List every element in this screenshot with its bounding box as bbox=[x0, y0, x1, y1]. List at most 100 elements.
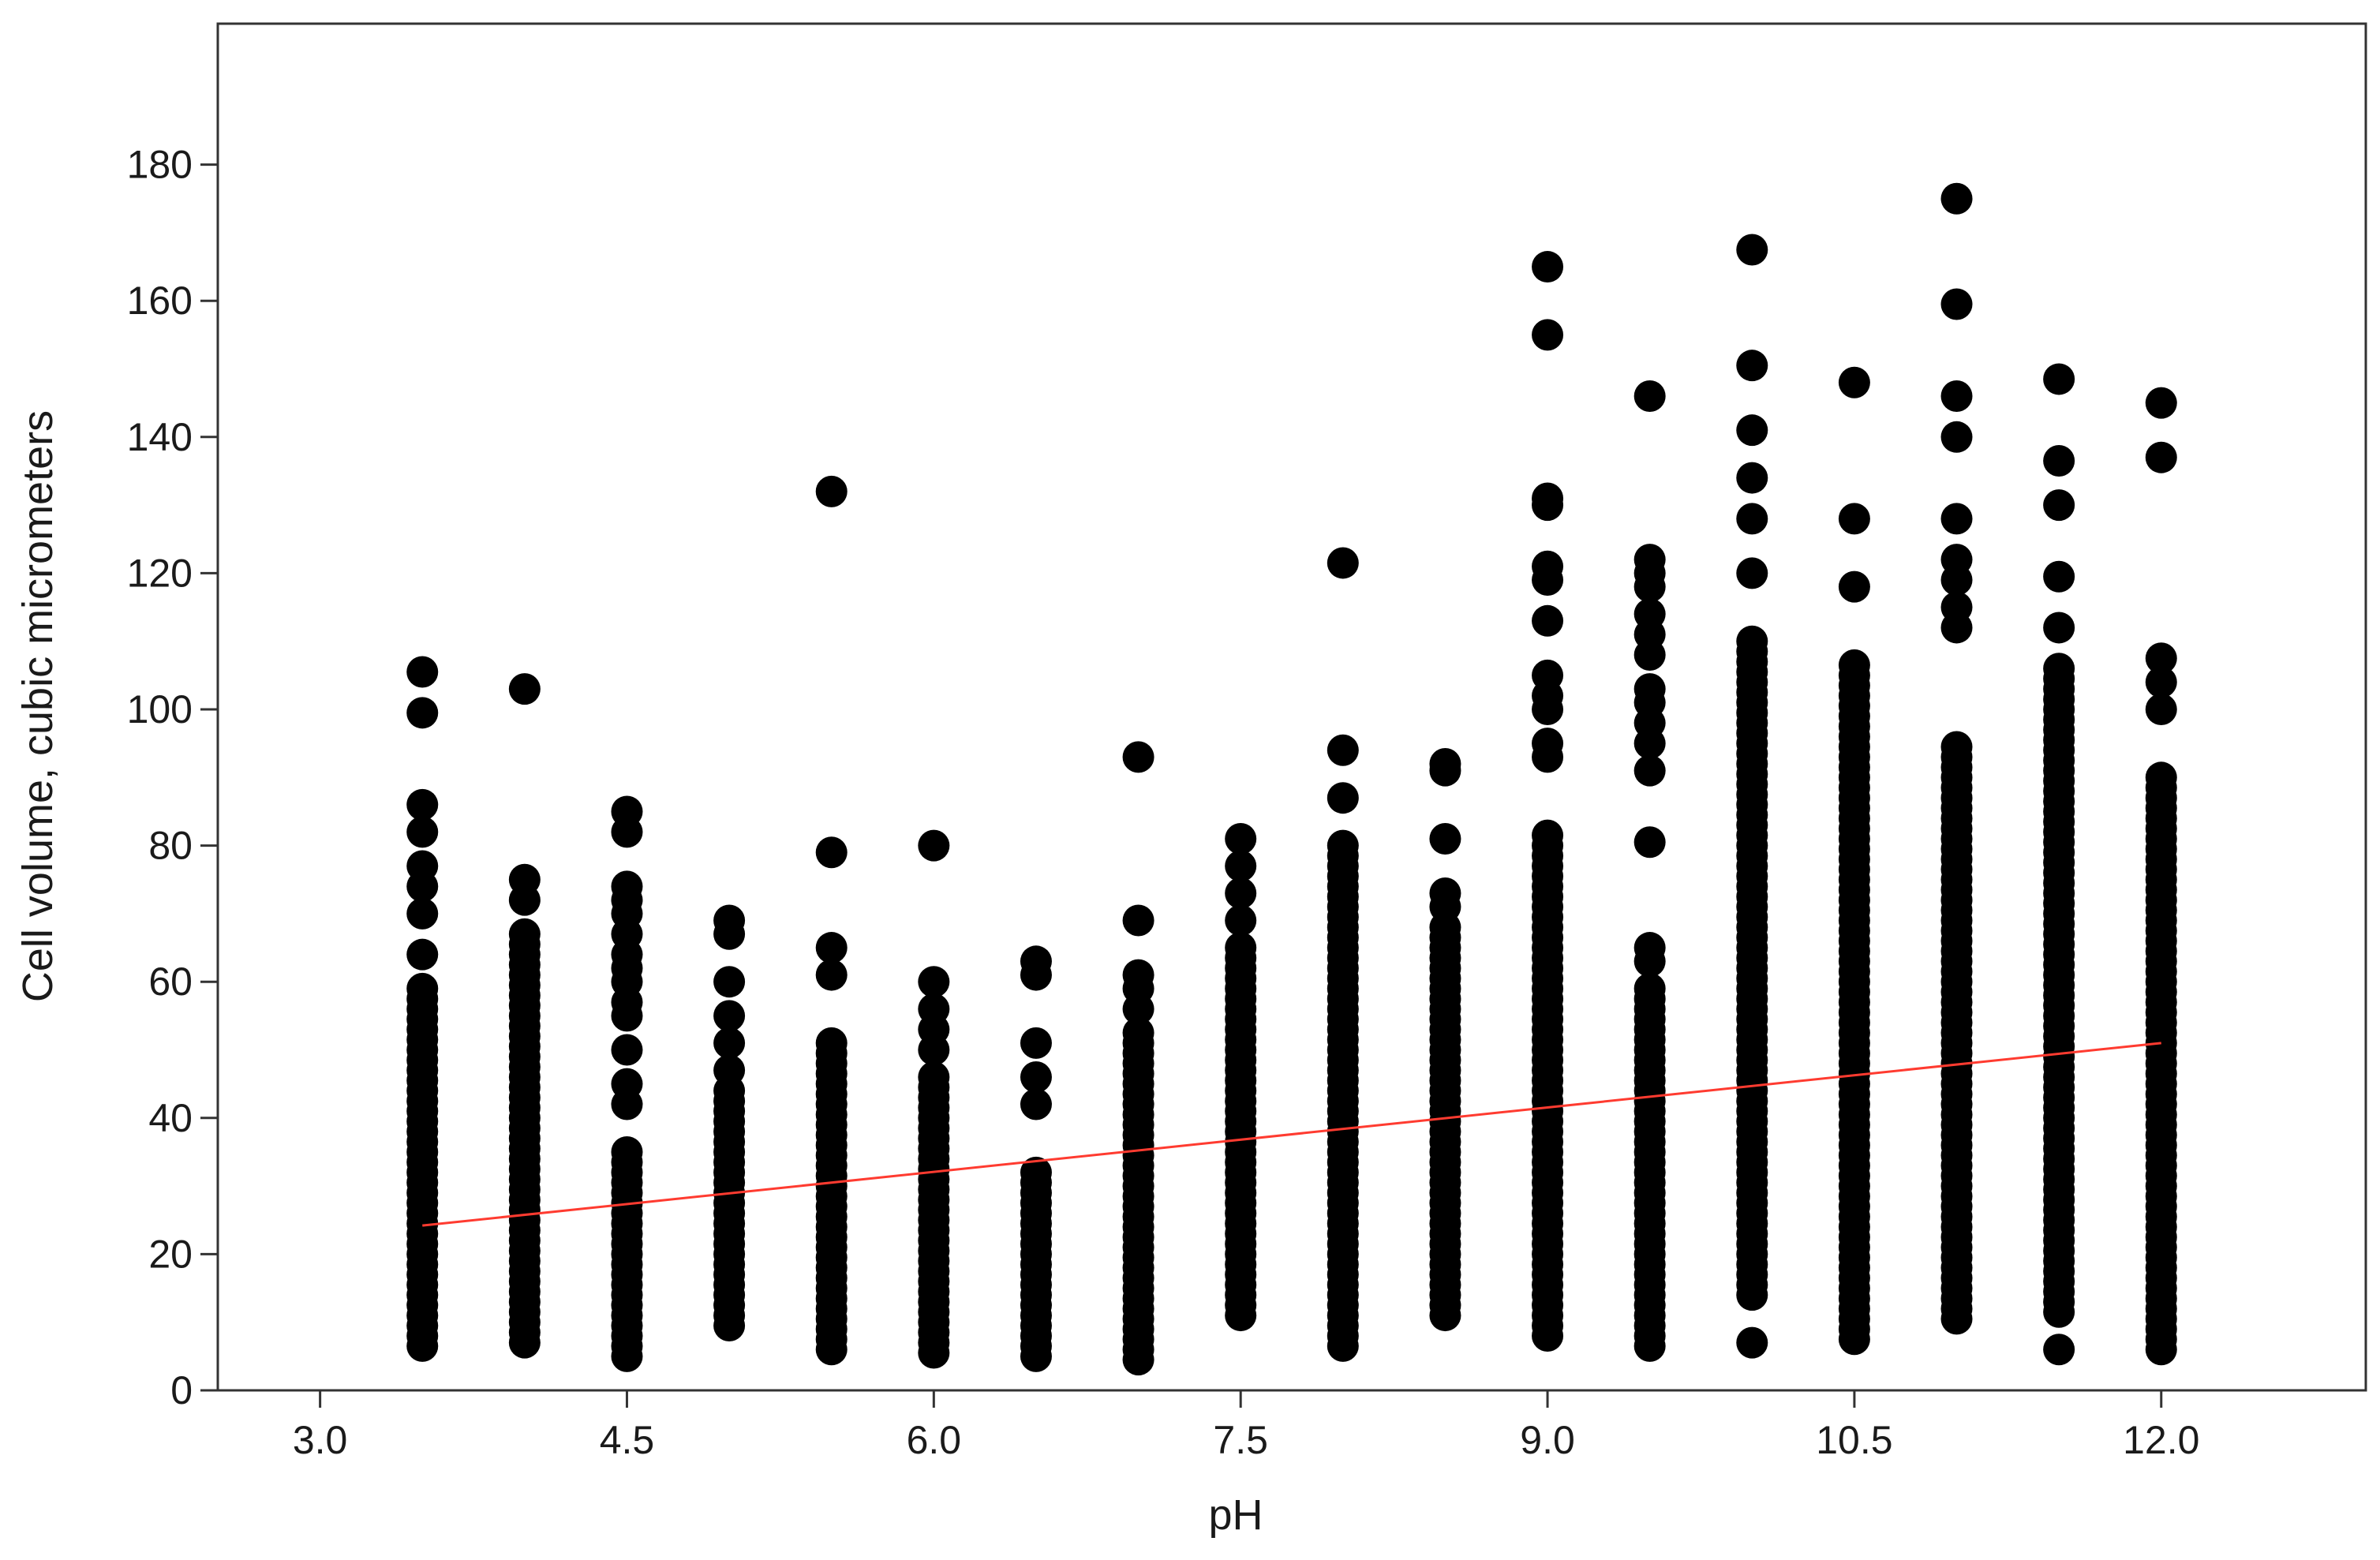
y-axis: 0 20 40 60 80 100 120 140 160 180 bbox=[127, 143, 218, 1412]
data-point bbox=[611, 1135, 643, 1168]
y-tick-label: 20 bbox=[148, 1232, 193, 1276]
data-point bbox=[1327, 782, 1359, 814]
data-point bbox=[1532, 319, 1564, 351]
data-point bbox=[1429, 877, 1461, 910]
data-point bbox=[1122, 741, 1154, 773]
data-point bbox=[1327, 547, 1359, 579]
data-point bbox=[2043, 445, 2075, 477]
regression-line-group bbox=[422, 1042, 2161, 1227]
x-tick-label: 7.5 bbox=[1213, 1418, 1268, 1462]
data-point bbox=[406, 788, 439, 821]
data-point bbox=[713, 1000, 746, 1032]
data-point bbox=[1532, 550, 1564, 582]
data-point bbox=[1838, 366, 1870, 398]
data-point bbox=[1633, 972, 1666, 1004]
data-point bbox=[1940, 731, 1973, 763]
x-tick-label: 3.0 bbox=[293, 1418, 348, 1462]
data-points bbox=[406, 182, 2177, 1376]
data-point bbox=[2145, 694, 2177, 725]
data-point bbox=[1838, 571, 1870, 603]
y-tick-label: 120 bbox=[127, 551, 193, 595]
data-point bbox=[2043, 560, 2075, 593]
x-axis-title: pH bbox=[1208, 1491, 1263, 1539]
data-point bbox=[1020, 1156, 1052, 1188]
data-point bbox=[1532, 728, 1564, 760]
data-point bbox=[1736, 414, 1768, 447]
data-point bbox=[1838, 503, 1870, 535]
data-point bbox=[2145, 642, 2177, 675]
x-tick-label: 4.5 bbox=[600, 1418, 655, 1462]
data-point bbox=[1020, 1027, 1052, 1059]
data-point bbox=[1225, 904, 1257, 937]
data-point bbox=[1429, 748, 1461, 780]
data-point bbox=[1225, 850, 1257, 882]
data-point bbox=[1532, 251, 1564, 283]
data-point bbox=[1532, 482, 1564, 514]
data-point bbox=[1940, 182, 1973, 215]
x-tick-label: 6.0 bbox=[907, 1418, 962, 1462]
data-point bbox=[1940, 421, 1973, 453]
data-point bbox=[1940, 380, 1973, 413]
data-point bbox=[1736, 503, 1768, 535]
data-point bbox=[918, 993, 950, 1025]
data-point bbox=[1736, 1326, 1768, 1359]
data-point bbox=[1736, 462, 1768, 494]
data-point bbox=[1633, 598, 1666, 630]
data-point bbox=[2145, 441, 2177, 473]
data-point bbox=[1736, 350, 1768, 382]
data-point bbox=[406, 938, 439, 971]
data-point bbox=[1122, 959, 1154, 991]
data-point bbox=[611, 1068, 643, 1100]
data-point bbox=[611, 870, 643, 903]
data-point bbox=[1736, 625, 1768, 657]
x-tick-label: 12.0 bbox=[2123, 1418, 2199, 1462]
data-point bbox=[1225, 822, 1257, 855]
y-tick-label: 100 bbox=[127, 687, 193, 731]
data-point bbox=[1532, 819, 1564, 851]
data-point bbox=[2043, 1334, 2075, 1366]
data-point bbox=[406, 850, 439, 882]
data-point bbox=[918, 1061, 950, 1094]
regression-line bbox=[422, 1042, 2161, 1227]
data-point bbox=[1633, 673, 1666, 705]
data-point bbox=[1633, 544, 1666, 576]
data-point bbox=[508, 863, 541, 896]
data-point bbox=[815, 932, 848, 964]
data-point bbox=[1122, 904, 1154, 937]
data-point bbox=[815, 475, 848, 507]
data-point bbox=[611, 795, 643, 828]
x-axis: 3.0 4.5 6.0 7.5 9.0 10.5 12.0 bbox=[293, 1390, 2199, 1462]
data-point bbox=[406, 697, 439, 729]
data-point bbox=[1327, 829, 1359, 862]
data-point bbox=[1122, 1016, 1154, 1049]
data-point bbox=[1736, 234, 1768, 266]
data-point bbox=[406, 656, 439, 688]
data-point bbox=[1940, 591, 1973, 623]
data-point bbox=[1225, 932, 1257, 964]
y-tick-label: 160 bbox=[127, 279, 193, 323]
data-point bbox=[815, 1027, 848, 1059]
y-axis-title: Cell volume, cubic micrometers bbox=[14, 410, 62, 1002]
data-point bbox=[508, 918, 541, 950]
data-point bbox=[1020, 1061, 1052, 1094]
data-point bbox=[406, 897, 439, 930]
data-point bbox=[1327, 734, 1359, 766]
data-point bbox=[1532, 604, 1564, 637]
data-point bbox=[1940, 288, 1973, 320]
data-point bbox=[1633, 826, 1666, 859]
data-point bbox=[815, 959, 848, 991]
data-point bbox=[1633, 932, 1666, 964]
y-tick-label: 60 bbox=[148, 960, 193, 1004]
data-point bbox=[1633, 754, 1666, 787]
data-point bbox=[611, 1034, 643, 1066]
y-tick-label: 40 bbox=[148, 1096, 193, 1140]
data-point bbox=[918, 829, 950, 862]
plot-frame bbox=[216, 22, 2367, 1392]
data-point bbox=[508, 673, 541, 705]
data-point bbox=[713, 1054, 746, 1087]
data-point bbox=[1633, 380, 1666, 413]
y-tick-label: 80 bbox=[148, 824, 193, 868]
data-point bbox=[1225, 877, 1257, 910]
data-point bbox=[1736, 557, 1768, 589]
